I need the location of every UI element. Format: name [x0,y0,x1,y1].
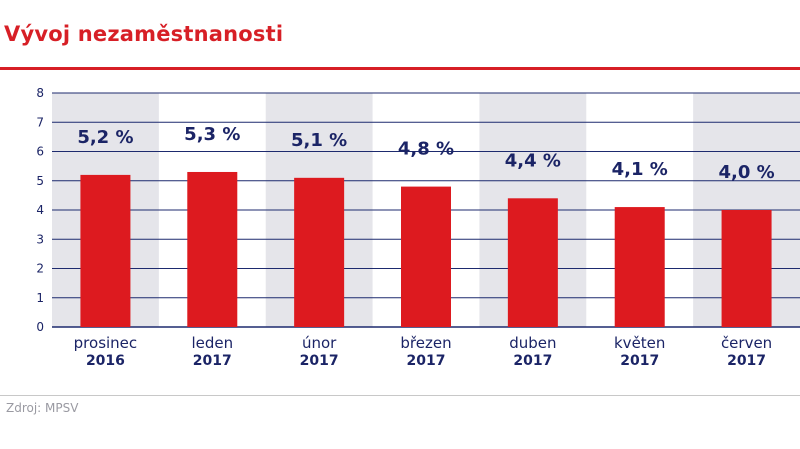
chart-title: Vývoj nezaměstnanosti [4,22,284,46]
y-axis-ticks: 0 1 2 3 4 5 6 7 8 [36,86,44,334]
x-tick-label-month: březen [400,334,451,352]
y-tick-label: 4 [36,203,44,217]
source-divider [0,395,800,396]
data-label: 5,2 % [77,127,133,148]
y-tick-label: 7 [36,115,44,129]
x-tick-label-year: 2016 [86,353,125,369]
data-label: 4,1 % [612,159,668,180]
bar [614,207,665,327]
x-tick-label-month: leden [191,334,233,352]
bar [721,210,772,327]
x-tick-label-month: duben [509,334,556,352]
data-label: 4,4 % [505,150,561,171]
y-tick-label: 8 [36,86,44,100]
data-label: 4,0 % [718,162,774,183]
bar [187,171,238,327]
bar [294,177,345,327]
source-note: Zdroj: MPSV [6,401,79,415]
x-tick-label-year: 2017 [513,353,552,369]
bar [80,174,131,327]
x-axis-ticks: prosinec2016leden2017únor2017březen2017d… [74,334,773,369]
data-labels: 5,2 % 5,3 % 5,1 % 4,8 % 4,4 % 4,1 % 4,0 % [77,124,774,183]
bar [507,198,558,327]
data-label: 5,1 % [291,130,347,151]
x-tick-label-year: 2017 [727,353,766,369]
x-tick-label-year: 2017 [193,353,232,369]
y-tick-label: 3 [36,232,44,246]
data-label: 5,3 % [184,124,240,145]
y-tick-label: 5 [36,174,44,188]
x-tick-label-month: květen [614,334,665,352]
bar [401,186,451,327]
gridlines [52,92,800,328]
x-tick-label-year: 2017 [620,353,659,369]
y-tick-label: 0 [36,320,44,334]
x-tick-label-month: prosinec [74,334,138,352]
bar-chart: 0 1 2 3 4 5 6 7 8 5,2 % 5,3 % 5,1 % 4,8 % 4,4 % 4,1 %… [36,86,800,369]
x-tick-label-year: 2017 [407,353,446,369]
data-label: 4,8 % [398,139,454,160]
bars [80,171,772,327]
y-tick-label: 6 [36,145,44,159]
x-tick-label-month: červen [721,334,772,352]
x-tick-label-month: únor [302,334,337,352]
x-tick-label-year: 2017 [300,353,339,369]
y-tick-label: 2 [36,262,44,276]
title-divider [0,67,800,70]
y-tick-label: 1 [36,291,44,305]
